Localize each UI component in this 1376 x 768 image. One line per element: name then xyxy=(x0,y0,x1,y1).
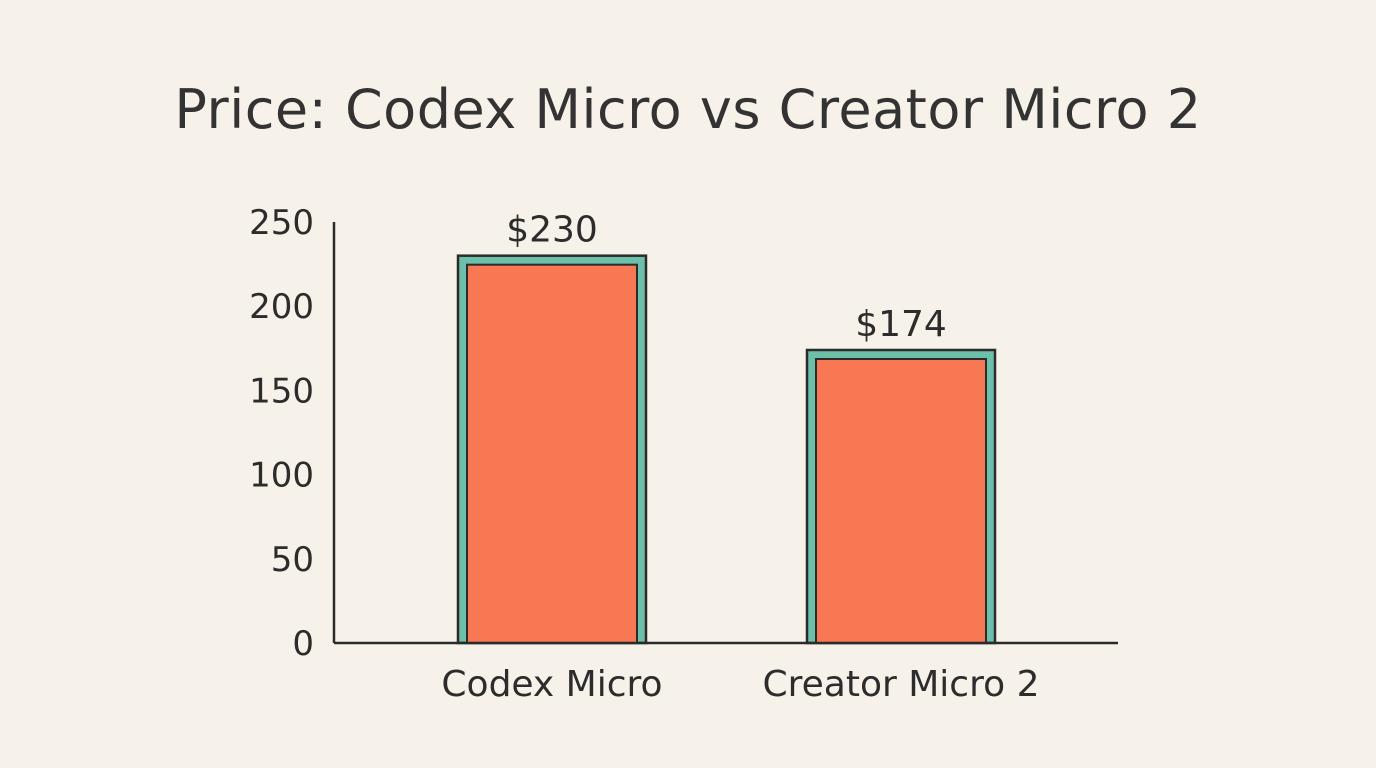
y-tick-label: 100 xyxy=(249,456,314,496)
data-labels: $230 $174 xyxy=(506,210,947,345)
bar-fill-2 xyxy=(815,357,987,644)
data-label: $230 xyxy=(506,210,598,251)
x-tick-label: Creator Micro 2 xyxy=(763,664,1040,705)
y-tick-label: 50 xyxy=(271,540,314,580)
y-tick-label: 0 xyxy=(292,624,314,664)
y-axis-ticks: 0 50 100 150 200 250 xyxy=(249,203,314,664)
bar-fill-1 xyxy=(466,263,638,644)
x-tick-label: Codex Micro xyxy=(441,664,662,705)
data-label: $174 xyxy=(855,304,947,345)
bars xyxy=(456,254,997,645)
y-tick-label: 150 xyxy=(249,371,314,411)
chart-title: Price: Codex Micro vs Creator Micro 2 xyxy=(174,78,1202,141)
category-labels: Codex Micro Creator Micro 2 xyxy=(441,664,1039,705)
y-tick-label: 200 xyxy=(249,287,314,327)
y-tick-label: 250 xyxy=(249,203,314,243)
